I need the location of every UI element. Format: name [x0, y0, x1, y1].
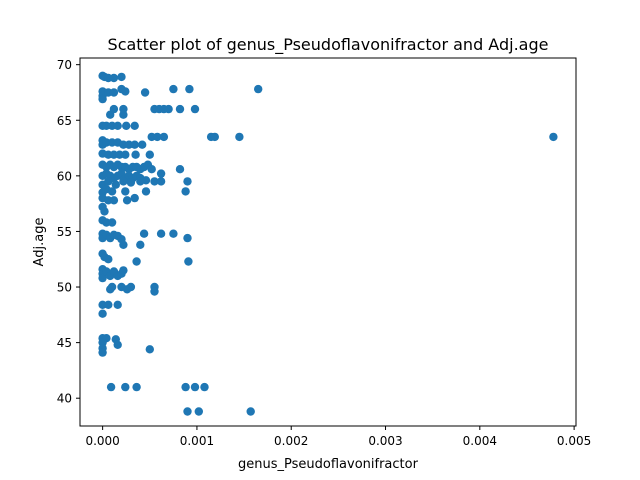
x-tick-label: 0.002 — [274, 434, 308, 448]
data-point — [164, 104, 173, 114]
data-point — [98, 273, 107, 283]
chart-title: Scatter plot of genus_Pseudoflavonifract… — [108, 35, 549, 55]
data-point — [181, 382, 190, 392]
data-point — [145, 150, 154, 159]
data-point — [246, 407, 255, 416]
data-point — [100, 207, 109, 216]
data-point — [136, 240, 145, 249]
data-point — [109, 196, 119, 205]
data-point — [549, 132, 558, 142]
data-point — [113, 121, 122, 130]
y-tick-label: 50 — [57, 281, 72, 295]
data-point — [153, 132, 162, 142]
x-tick-label: 0.000 — [85, 434, 119, 448]
y-tick-label: 60 — [57, 169, 72, 183]
data-point — [145, 345, 154, 354]
data-point — [147, 165, 156, 174]
data-point — [109, 73, 119, 83]
data-point — [139, 229, 149, 238]
data-point — [122, 196, 132, 205]
data-point — [113, 300, 122, 309]
data-point — [119, 240, 128, 249]
data-point — [107, 218, 117, 227]
data-point — [181, 187, 190, 196]
data-point — [141, 187, 151, 196]
data-point — [121, 382, 130, 392]
data-point — [194, 407, 203, 416]
data-point — [104, 255, 113, 264]
data-point — [156, 229, 166, 238]
data-point — [183, 177, 192, 186]
data-point — [175, 104, 185, 114]
data-point — [126, 178, 136, 187]
data-point — [106, 382, 116, 392]
data-point — [150, 287, 159, 296]
data-point — [136, 177, 145, 186]
data-point — [98, 309, 107, 318]
x-tick-label: 0.003 — [368, 434, 402, 448]
x-axis-label: genus_Pseudoflavonifractor — [238, 457, 419, 472]
y-tick-label: 45 — [57, 336, 72, 350]
data-point — [254, 84, 263, 94]
data-point — [122, 121, 131, 130]
y-tick-label: 65 — [57, 114, 72, 128]
y-tick-label: 40 — [57, 392, 72, 406]
y-tick-label: 70 — [57, 58, 72, 72]
data-point — [111, 180, 121, 189]
data-point — [210, 132, 219, 142]
data-point — [185, 84, 194, 94]
plot-frame — [79, 57, 577, 427]
data-point — [104, 177, 113, 186]
data-point — [130, 193, 139, 203]
data-point — [159, 132, 169, 142]
data-point — [169, 84, 178, 94]
data-point — [109, 88, 119, 97]
data-point — [109, 104, 119, 114]
data-point — [131, 150, 140, 159]
data-point — [190, 104, 200, 114]
data-point — [104, 300, 113, 309]
data-point — [130, 140, 139, 149]
data-point — [156, 169, 166, 178]
data-point — [117, 72, 126, 82]
data-point — [98, 94, 107, 104]
data-point — [130, 121, 139, 130]
data-point — [190, 382, 200, 392]
data-point — [98, 348, 107, 357]
y-axis-ticks: 40 45 50 55 60 65 70 — [57, 58, 80, 406]
data-point — [184, 257, 193, 266]
scatter-points — [98, 71, 558, 416]
x-tick-label: 0.001 — [180, 434, 214, 448]
data-point — [121, 87, 130, 96]
data-point — [140, 88, 150, 97]
data-point — [119, 177, 128, 186]
y-axis-label: Adj.age — [32, 218, 47, 267]
data-point — [183, 233, 192, 243]
data-point — [183, 407, 192, 416]
data-point — [121, 150, 130, 159]
data-point — [113, 340, 122, 349]
data-point — [175, 165, 185, 174]
data-point — [156, 177, 166, 186]
data-point — [235, 132, 244, 142]
data-point — [138, 140, 147, 149]
data-point — [200, 382, 209, 392]
data-point — [121, 187, 130, 196]
data-point — [126, 282, 136, 292]
data-point — [119, 110, 128, 119]
x-tick-label: 0.004 — [463, 434, 497, 448]
data-point — [107, 187, 117, 196]
data-point — [150, 177, 159, 186]
data-point — [106, 285, 115, 294]
data-point — [119, 266, 128, 275]
x-tick-label: 0.005 — [557, 434, 591, 448]
x-axis-ticks: 0.000 0.001 0.002 0.003 0.004 0.005 — [85, 426, 591, 448]
data-point — [169, 229, 178, 238]
data-point — [132, 382, 141, 392]
y-tick-label: 55 — [57, 225, 72, 239]
data-point — [132, 257, 141, 266]
